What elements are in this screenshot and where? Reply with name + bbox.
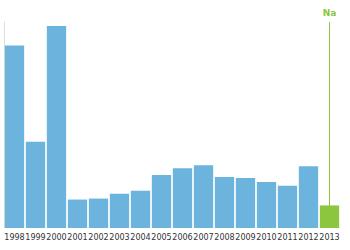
- svg-text:2010: 2010: [256, 233, 276, 242]
- svg-text:2005: 2005: [151, 233, 171, 242]
- svg-text:2013: 2013: [319, 233, 339, 242]
- svg-text:2002: 2002: [88, 233, 108, 242]
- svg-text:2009: 2009: [235, 233, 255, 242]
- svg-text:2012: 2012: [298, 233, 318, 242]
- svg-text:2001: 2001: [67, 233, 87, 242]
- svg-text:2003: 2003: [109, 233, 129, 242]
- svg-text:1999: 1999: [25, 233, 45, 242]
- svg-text:1998: 1998: [4, 233, 24, 242]
- svg-text:2006: 2006: [172, 233, 192, 242]
- svg-text:2011: 2011: [277, 233, 297, 242]
- svg-text:Na: Na: [323, 8, 337, 18]
- svg-text:2008: 2008: [214, 233, 234, 242]
- svg-text:2004: 2004: [130, 233, 150, 242]
- svg-text:2000: 2000: [46, 233, 66, 242]
- svg-text:2007: 2007: [193, 233, 213, 242]
